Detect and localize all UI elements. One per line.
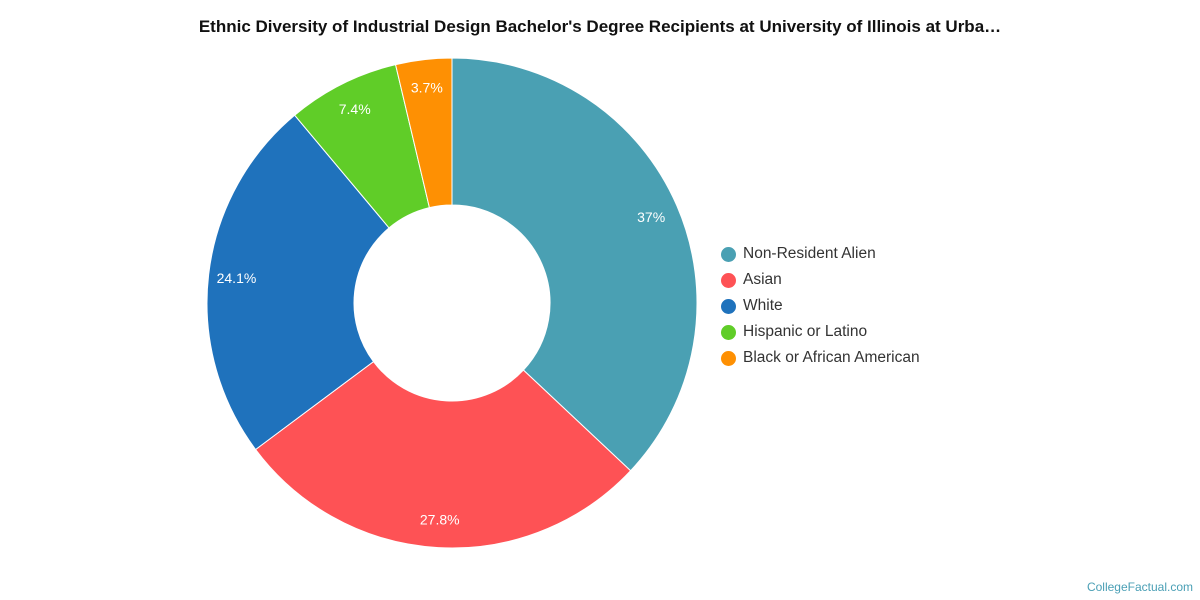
legend-swatch <box>721 246 736 262</box>
legend-swatch <box>721 350 736 366</box>
data-label: 27.8% <box>420 512 460 528</box>
slice-non-resident-alien[interactable] <box>451 57 698 472</box>
legend-label: Hispanic or Latino <box>743 323 868 340</box>
data-label: 37% <box>637 209 665 225</box>
legend-item[interactable]: White <box>721 293 920 319</box>
credit-link[interactable]: CollegeFactual.com <box>1086 580 1193 594</box>
data-label: 3.7% <box>411 79 443 95</box>
legend: Non-Resident Alien Asian White Hispanic or … <box>721 241 920 371</box>
legend-item[interactable]: Asian <box>721 267 920 293</box>
data-label: 7.4% <box>339 101 371 117</box>
legend-swatch <box>721 298 736 314</box>
data-label: 24.1% <box>217 270 257 286</box>
legend-item[interactable]: Hispanic or Latino <box>721 319 920 345</box>
legend-item[interactable]: Black or African American <box>721 345 920 371</box>
legend-swatch <box>721 324 736 340</box>
legend-label: White <box>743 297 783 314</box>
legend-label: Asian <box>743 271 782 288</box>
legend-label: Black or African American <box>743 349 920 366</box>
legend-item[interactable]: Non-Resident Alien <box>721 241 920 267</box>
slice-black-or-african-american[interactable] <box>394 57 453 209</box>
legend-label: Non-Resident Alien <box>743 245 876 262</box>
slice-white[interactable] <box>206 114 390 451</box>
legend-swatch <box>721 272 736 288</box>
chart-title: Ethnic Diversity of Industrial Design Ba… <box>198 17 1002 36</box>
slice-asian[interactable] <box>254 360 632 549</box>
